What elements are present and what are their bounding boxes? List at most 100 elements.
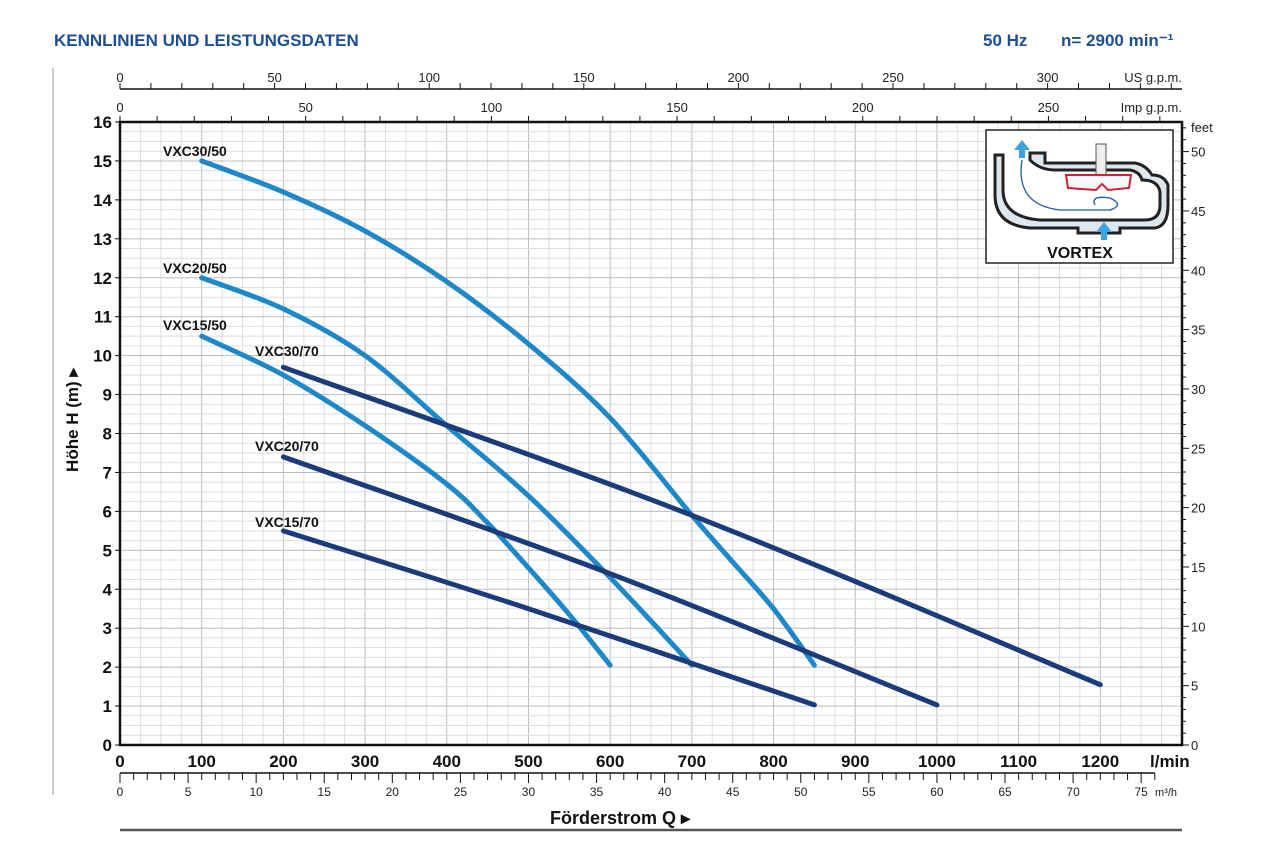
volute-casing-icon (993, 151, 1170, 235)
m3h-tick-label: 55 (862, 785, 876, 799)
x-tick-label: 800 (759, 752, 787, 771)
x-tick-label: 1100 (1000, 752, 1037, 771)
m3h-tick-label: 40 (658, 785, 672, 799)
y-axis-label: Höhe H (m) ▸ (63, 367, 82, 472)
m3h-tick-label: 30 (522, 785, 536, 799)
feet-unit-label: feet (1191, 120, 1213, 135)
feet-tick-label: 0 (1191, 738, 1198, 753)
x-tick-label: 1200 (1081, 752, 1119, 771)
m3h-tick-label: 10 (249, 785, 263, 799)
m3h-tick-label: 35 (590, 785, 604, 799)
feet-tick-label: 25 (1191, 441, 1205, 456)
curve-vxc20-70 (280, 454, 940, 708)
vortex-inset: VORTEX (985, 129, 1174, 264)
imp-gpm-tick-label: 0 (116, 100, 123, 115)
flow-path-icon (1020, 159, 1119, 211)
curve-label: VXC15/70 (255, 514, 319, 530)
us-gpm-unit-label: US g.p.m. (1124, 70, 1182, 85)
y-tick-label: 13 (93, 230, 112, 249)
m3h-tick-label: 70 (1066, 785, 1080, 799)
m3h-tick-label: 50 (794, 785, 808, 799)
m3h-unit-label: m³/h (1155, 787, 1177, 799)
us-gpm-tick-label: 50 (267, 70, 281, 85)
y-tick-label: 9 (103, 386, 112, 405)
outlet-arrow-icon (1014, 140, 1030, 158)
feet-tick-label: 40 (1191, 263, 1205, 278)
imp-gpm-tick-label: 150 (666, 100, 688, 115)
feet-tick-label: 20 (1191, 501, 1205, 516)
curve-vxc15-50 (199, 333, 613, 668)
x-tick-label: 500 (514, 752, 542, 771)
feet-tick-label: 5 (1191, 679, 1198, 694)
feet-tick-label: 50 (1191, 145, 1205, 160)
m3h-tick-label: 15 (318, 785, 332, 799)
imp-gpm-unit-label: Imp g.p.m. (1121, 100, 1182, 115)
curve-label: VXC30/70 (255, 343, 319, 359)
x-tick-label: 600 (596, 752, 624, 771)
inset-label: VORTEX (1047, 245, 1113, 262)
m3h-tick-label: 20 (386, 785, 400, 799)
x-tick-label: 400 (433, 752, 461, 771)
speed-label: n= 2900 min⁻¹ (1061, 31, 1174, 50)
y-tick-label: 3 (103, 619, 112, 638)
x-tick-label: 1000 (918, 752, 956, 771)
curve-label: VXC20/70 (255, 438, 319, 454)
curve-label: VXC20/50 (163, 260, 227, 276)
us-gpm-tick-label: 0 (116, 70, 123, 85)
x-tick-label: 200 (269, 752, 297, 771)
y-tick-label: 2 (103, 658, 112, 677)
imp-gpm-tick-label: 50 (298, 100, 312, 115)
x-tick-label: 700 (678, 752, 706, 771)
m3h-tick-label: 75 (1134, 785, 1148, 799)
y-tick-label: 5 (103, 541, 112, 560)
m3h-tick-label: 45 (726, 785, 740, 799)
y-tick-label: 0 (103, 736, 112, 755)
us-gpm-tick-label: 200 (728, 70, 750, 85)
y-tick-label: 4 (103, 580, 113, 599)
feet-tick-label: 35 (1191, 323, 1205, 338)
y-tick-label: 12 (93, 269, 112, 288)
y-tick-label: 15 (93, 152, 112, 171)
x-axis-label: Förderstrom Q ▸ (550, 808, 691, 828)
m3h-tick-label: 60 (930, 785, 944, 799)
x-unit-label: l/min (1150, 752, 1190, 771)
imp-gpm-tick-label: 250 (1038, 100, 1060, 115)
feet-tick-label: 10 (1191, 619, 1205, 634)
y-tick-label: 1 (103, 697, 112, 716)
y-tick-label: 8 (103, 425, 112, 444)
chart-title: KENNLINIEN UND LEISTUNGSDATEN (54, 31, 359, 50)
feet-tick-label: 15 (1191, 560, 1205, 575)
y-tick-label: 10 (93, 347, 112, 366)
y-tick-label: 14 (93, 191, 112, 210)
curve-vxc30-50 (199, 158, 817, 668)
y-tick-label: 11 (94, 308, 112, 327)
y-tick-label: 16 (93, 113, 112, 132)
m3h-tick-label: 25 (454, 785, 468, 799)
curve-label: VXC15/50 (163, 317, 227, 333)
curve-vxc15-70 (280, 528, 817, 708)
feet-tick-label: 45 (1191, 204, 1205, 219)
frequency-label: 50 Hz (983, 31, 1028, 50)
inset-frame (985, 129, 1174, 264)
feet-tick-label: 30 (1191, 382, 1205, 397)
us-gpm-tick-label: 250 (882, 70, 904, 85)
x-tick-label: 300 (351, 752, 379, 771)
imp-gpm-tick-label: 100 (481, 100, 503, 115)
inlet-arrow-icon (1096, 222, 1112, 240)
y-tick-label: 7 (103, 463, 112, 482)
impeller-icon (1064, 174, 1133, 192)
m3h-tick-label: 5 (185, 785, 192, 799)
imp-gpm-tick-label: 200 (852, 100, 874, 115)
x-tick-label: 100 (188, 752, 216, 771)
m3h-tick-label: 65 (998, 785, 1012, 799)
us-gpm-tick-label: 100 (418, 70, 440, 85)
curve-label: VXC30/50 (163, 143, 227, 159)
us-gpm-tick-label: 150 (573, 70, 595, 85)
us-gpm-tick-label: 300 (1037, 70, 1059, 85)
x-tick-label: 0 (115, 752, 124, 771)
x-tick-label: 900 (841, 752, 869, 771)
m3h-tick-label: 0 (117, 785, 124, 799)
curve-vxc30-70 (280, 364, 1103, 688)
y-tick-label: 6 (103, 502, 112, 521)
